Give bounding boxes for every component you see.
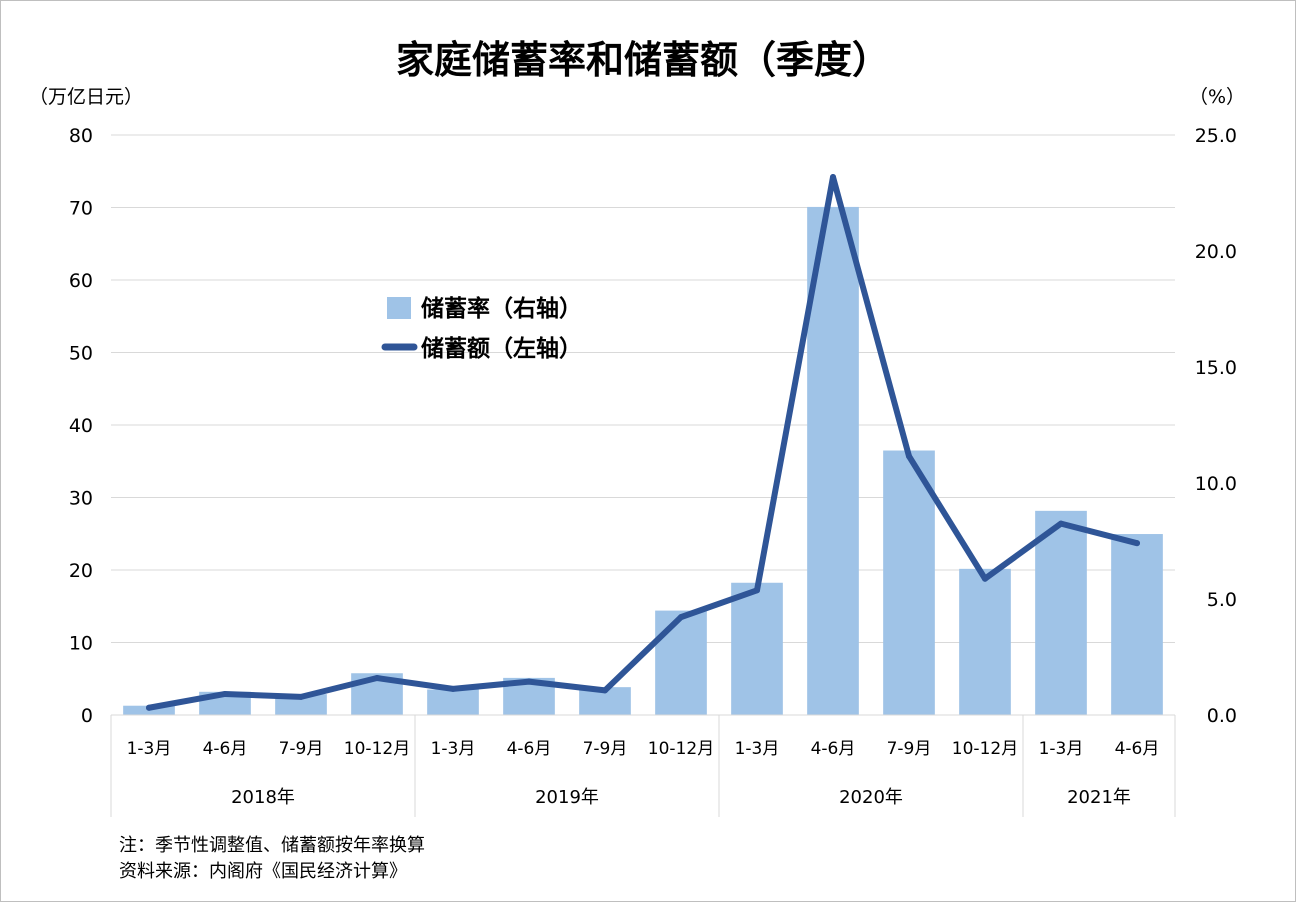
- category-label: 10-12月: [344, 739, 410, 759]
- line-series-saving-amount: [146, 174, 1140, 711]
- bar-series-saving-rate: [123, 206, 1163, 716]
- year-group-label: 2018年: [231, 787, 295, 808]
- category-label: 1-3月: [127, 739, 172, 759]
- legend-bar-label: 储蓄率（右轴）: [421, 295, 582, 322]
- left-tick-label: 0: [81, 705, 93, 727]
- saving-amount-point: [602, 687, 608, 694]
- saving-rate-bar: [959, 568, 1011, 715]
- saving-rate-bar: [655, 610, 707, 715]
- saving-amount-point: [1134, 540, 1140, 547]
- saving-rate-bar: [731, 582, 783, 715]
- category-label: 10-12月: [648, 739, 714, 759]
- category-label: 7-9月: [279, 739, 324, 759]
- category-label: 4-6月: [203, 739, 248, 759]
- category-label: 7-9月: [583, 739, 628, 759]
- right-tick-label: 20.0: [1195, 241, 1237, 263]
- saving-amount-point: [1058, 520, 1064, 527]
- category-label: 10-12月: [952, 739, 1018, 759]
- category-axis: 1-3月 4-6月 7-9月 10-12月 1-3月 4-6月 7-9月 10-12月 1-3月…: [110, 714, 1176, 817]
- saving-amount-line: [146, 174, 1140, 711]
- footnote-adjustment: 注：季节性调整值、储蓄额按年率换算: [119, 835, 425, 856]
- footnote-source: 资料来源：内阁府《国民经济计算》: [119, 861, 407, 882]
- saving-rate-bar: [1111, 534, 1163, 715]
- saving-amount-point: [830, 174, 836, 181]
- category-label: 1-3月: [735, 739, 780, 759]
- left-tick-label: 70: [69, 198, 93, 220]
- right-axis-ticks: 0.0 5.0 10.0 15.0 20.0 25.0: [1195, 125, 1237, 727]
- saving-rate-bar: [427, 689, 479, 715]
- right-tick-label: 5.0: [1207, 589, 1237, 611]
- legend: 储蓄率（右轴） 储蓄额（左轴）: [381, 295, 582, 362]
- saving-amount-point: [298, 693, 304, 700]
- left-tick-label: 50: [69, 343, 93, 365]
- left-tick-label: 60: [69, 270, 93, 292]
- category-label: 7-9月: [887, 739, 932, 759]
- chart-title: 家庭储蓄率和储蓄额（季度）: [396, 38, 890, 82]
- year-group-label: 2019年: [535, 787, 599, 808]
- saving-rate-bar: [807, 206, 859, 716]
- right-tick-label: 10.0: [1195, 473, 1237, 495]
- right-tick-label: 25.0: [1195, 125, 1237, 147]
- saving-amount-point: [678, 614, 684, 621]
- saving-rate-bar: [1035, 510, 1087, 715]
- saving-amount-point: [526, 678, 532, 685]
- saving-amount-point: [374, 675, 380, 682]
- category-label: 4-6月: [507, 739, 552, 759]
- left-tick-label: 10: [69, 633, 93, 655]
- left-tick-label: 30: [69, 488, 93, 510]
- right-tick-label: 15.0: [1195, 357, 1237, 379]
- left-axis-unit: （万亿日元）: [29, 86, 143, 108]
- category-label: 1-3月: [431, 739, 476, 759]
- saving-amount-point: [754, 587, 760, 594]
- legend-line-label: 储蓄额（左轴）: [421, 335, 582, 362]
- left-tick-label: 80: [69, 125, 93, 147]
- legend-bar-swatch: [387, 297, 411, 319]
- saving-amount-point: [906, 453, 912, 460]
- saving-rate-bar: [883, 450, 935, 715]
- right-tick-label: 0.0: [1207, 705, 1237, 727]
- saving-amount-point: [450, 685, 456, 692]
- left-tick-label: 20: [69, 560, 93, 582]
- gridlines: [111, 134, 1175, 716]
- saving-amount-point: [222, 690, 228, 697]
- saving-amount-point: [146, 704, 152, 711]
- year-group-label: 2020年: [839, 787, 903, 808]
- year-group-label: 2021年: [1067, 787, 1131, 808]
- saving-amount-point: [982, 575, 988, 582]
- category-label: 4-6月: [811, 739, 856, 759]
- category-label: 1-3月: [1039, 739, 1084, 759]
- category-label: 4-6月: [1115, 739, 1160, 759]
- right-axis-unit: （%）: [1189, 86, 1245, 108]
- left-axis-ticks: 0 10 20 30 40 50 60 70 80: [69, 125, 93, 727]
- left-tick-label: 40: [69, 415, 93, 437]
